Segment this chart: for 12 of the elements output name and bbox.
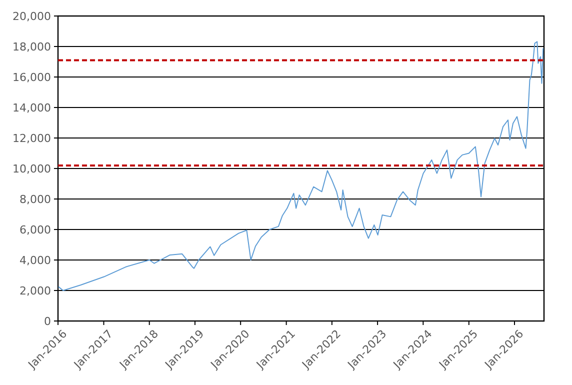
y-tick-label: 6,000 — [20, 223, 51, 236]
line-series — [58, 41, 544, 291]
y-tick-label: 0 — [44, 314, 51, 328]
y-tick-label: 8,000 — [20, 192, 51, 206]
y-tick-label: 2,000 — [20, 284, 51, 298]
y-tick-label: 18,000 — [12, 40, 51, 54]
y-tick-label: 16,000 — [12, 70, 51, 84]
y-tick-label: 10,000 — [12, 162, 51, 176]
y-tick-label: 20,000 — [12, 10, 51, 23]
y-tick-label: 14,000 — [12, 101, 51, 114]
y-tick-label: 12,000 — [12, 132, 51, 145]
y-tick-label: 4,000 — [20, 254, 51, 267]
